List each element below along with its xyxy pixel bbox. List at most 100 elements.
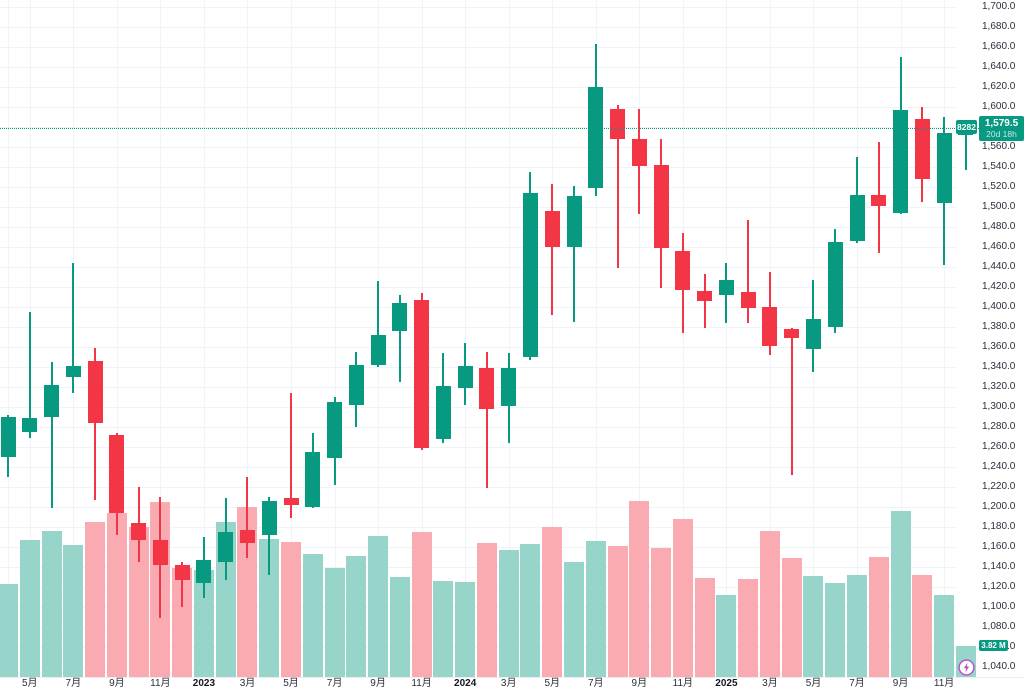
gridline-horizontal xyxy=(0,107,956,108)
price-axis-label: 1,240.0 xyxy=(982,461,1016,472)
price-axis-label: 1,380.0 xyxy=(982,321,1016,332)
gridline-vertical xyxy=(857,0,858,677)
gridline-vertical xyxy=(247,0,248,677)
volume-bar xyxy=(411,532,432,677)
price-axis-label: 1,140.0 xyxy=(982,561,1016,572)
bar-countdown: 20d 18h xyxy=(986,129,1017,139)
volume-bar xyxy=(738,578,759,677)
current-price-line xyxy=(0,128,979,129)
price-axis-label: 1,540.0 xyxy=(982,161,1016,172)
candle-body xyxy=(718,280,734,295)
volume-bar xyxy=(672,518,693,677)
time-axis-border xyxy=(0,677,1024,678)
volume-bar xyxy=(498,549,519,677)
volume-bar xyxy=(825,582,846,677)
price-axis-label: 1,120.0 xyxy=(982,581,1016,592)
gridline-horizontal xyxy=(0,127,956,128)
price-axis-label: 1,100.0 xyxy=(982,601,1016,612)
lightning-icon[interactable] xyxy=(958,659,975,676)
candle-body xyxy=(544,211,560,247)
gridline-horizontal xyxy=(0,527,956,528)
candle-body xyxy=(849,195,865,241)
candle-wick xyxy=(964,126,967,170)
volume-bar xyxy=(542,526,563,677)
price-axis-label: 1,680.0 xyxy=(982,21,1016,32)
candle-wick xyxy=(28,312,31,438)
candle-body xyxy=(44,385,60,417)
price-axis-label: 1,040.0 xyxy=(982,661,1016,672)
time-axis-year-label: 2025 xyxy=(715,678,738,689)
volume-bar xyxy=(368,536,389,677)
volume-bar xyxy=(128,526,149,677)
candle-body xyxy=(479,368,495,409)
candle-body xyxy=(457,366,473,388)
time-axis-month-label: 3月 xyxy=(762,678,778,689)
gridline-horizontal xyxy=(0,487,956,488)
volume-bar xyxy=(912,574,933,677)
price-axis-label: 1,280.0 xyxy=(982,421,1016,432)
volume-bar xyxy=(651,548,672,677)
candle-body xyxy=(675,251,691,290)
gridline-horizontal xyxy=(0,267,956,268)
volume-bar xyxy=(868,557,889,677)
volume-bar xyxy=(520,544,541,677)
candle-body xyxy=(914,119,930,179)
time-axis-month-label: 11月 xyxy=(933,678,955,689)
price-axis-label: 1,080.0 xyxy=(982,621,1016,632)
candle-body xyxy=(283,498,299,505)
gridline-horizontal xyxy=(0,407,956,408)
price-axis-label: 1,560.0 xyxy=(982,141,1016,152)
price-axis-label: 1,660.0 xyxy=(982,41,1016,52)
volume-bar xyxy=(63,545,84,677)
candle-wick xyxy=(398,295,401,382)
candle-body xyxy=(501,368,517,406)
candle-wick xyxy=(551,184,554,315)
price-axis-label: 1,620.0 xyxy=(982,81,1016,92)
volume-bar xyxy=(237,507,258,677)
gridline-horizontal xyxy=(0,27,956,28)
candle-body xyxy=(196,560,212,583)
candle-wick xyxy=(790,328,793,475)
gridline-horizontal xyxy=(0,227,956,228)
gridline-vertical xyxy=(552,0,553,677)
gridline-horizontal xyxy=(0,447,956,448)
time-axis-month-label: 11月 xyxy=(411,678,432,689)
candle-wick xyxy=(181,562,184,607)
volume-bar xyxy=(847,574,868,677)
candle-body xyxy=(348,365,364,405)
candle-body xyxy=(87,361,103,423)
price-axis-label: 1,260.0 xyxy=(982,441,1016,452)
gridline-horizontal xyxy=(0,7,956,8)
candle-body xyxy=(805,319,821,349)
candle-wick xyxy=(246,477,249,558)
candle-body xyxy=(414,300,430,448)
volume-bar xyxy=(172,567,193,677)
time-axis-year-label: 2024 xyxy=(454,678,477,689)
volume-bar xyxy=(41,530,62,677)
price-axis-label: 1,420.0 xyxy=(982,281,1016,292)
volume-bar xyxy=(607,545,628,677)
time-axis-month-label: 9月 xyxy=(109,678,125,689)
gridline-vertical xyxy=(901,0,902,677)
candle-body xyxy=(566,196,582,247)
candle-body xyxy=(893,110,909,213)
volume-bar xyxy=(781,558,802,677)
gridline-horizontal xyxy=(0,147,956,148)
gridline-horizontal xyxy=(0,387,956,388)
chart-plot-area[interactable] xyxy=(0,0,956,677)
candle-wick xyxy=(72,263,75,393)
volume-bar xyxy=(433,580,454,677)
gridline-horizontal xyxy=(0,47,956,48)
gridline-vertical xyxy=(160,0,161,677)
gridline-horizontal xyxy=(0,167,956,168)
price-axis-label: 1,180.0 xyxy=(982,521,1016,532)
gridline-vertical xyxy=(944,0,945,677)
gridline-horizontal xyxy=(0,87,956,88)
gridline-vertical xyxy=(639,0,640,677)
candle-body xyxy=(305,452,321,507)
gridline-horizontal xyxy=(0,367,956,368)
candle-body xyxy=(697,291,713,301)
price-axis-label: 1,500.0 xyxy=(982,201,1016,212)
last-price-badge: 1,579.5 20d 18h xyxy=(979,116,1024,141)
